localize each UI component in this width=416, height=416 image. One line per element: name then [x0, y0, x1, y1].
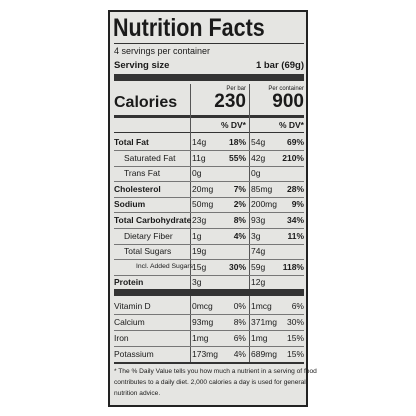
medium-rule [114, 362, 304, 364]
amount: 1mg [192, 333, 209, 343]
nutrient-name: Cholesterol [114, 183, 161, 194]
rule [114, 165, 304, 167]
rule [114, 196, 304, 198]
rule [114, 346, 304, 347]
amount: 0mcg [192, 301, 213, 311]
rule [114, 259, 304, 261]
title: Nutrition Facts [113, 14, 265, 42]
thick-rule [114, 289, 304, 296]
amount: 1mcg [251, 301, 272, 311]
nutrient-name: Protein [114, 277, 144, 288]
calories-value: 230 [214, 91, 246, 112]
amount: 93g [251, 215, 266, 225]
daily-value: 30% [228, 261, 246, 272]
amount: 20mg [192, 183, 214, 194]
serving-size-label: Serving size [114, 60, 170, 71]
amount: 85mg [251, 183, 273, 194]
dv-header: % DV* [220, 120, 246, 130]
nutrient-name: Total Sugars [124, 246, 172, 257]
calories-label: Calories [114, 94, 178, 111]
daily-value: 0% [233, 301, 246, 311]
nutrient-name: Total Fat [114, 137, 149, 147]
rule [114, 228, 304, 229]
column-header: Per bar [226, 86, 246, 92]
amount: 50mg [192, 199, 214, 210]
amount: 23g [192, 215, 207, 225]
amount: 11g [192, 152, 206, 163]
daily-value: 4% [233, 230, 246, 241]
daily-value: 6% [291, 301, 304, 311]
amount: 54g [251, 137, 266, 147]
daily-value: 15% [286, 349, 304, 359]
amount: 0g [251, 168, 261, 179]
rule [114, 330, 304, 331]
daily-value: 8% [233, 317, 246, 327]
amount: 1mg [251, 333, 268, 343]
daily-value: 28% [286, 183, 304, 194]
amount: 59g [251, 261, 266, 272]
daily-value: 7% [233, 183, 246, 194]
amount: 689mg [251, 349, 277, 359]
column-divider [190, 84, 191, 362]
amount: 15g [192, 261, 207, 272]
nutrient-name: Trans Fat [124, 168, 161, 179]
rule [114, 243, 304, 245]
rule [114, 150, 304, 151]
amount: 19g [192, 246, 207, 257]
daily-value: 34% [286, 215, 304, 225]
daily-value: 210% [282, 152, 304, 163]
nutrient-name: Calcium [114, 317, 145, 327]
daily-value: 69% [286, 137, 304, 147]
nutrient-name: Vitamin D [114, 301, 151, 311]
calories-value: 900 [272, 91, 304, 112]
rule [114, 181, 304, 183]
amount: 74g [251, 246, 266, 257]
nutrient-name: Potassium [114, 349, 154, 359]
nutrient-name: Iron [114, 333, 129, 343]
nutrient-name: Sodium [114, 199, 146, 210]
serving-size-value: 1 bar (69g) [255, 60, 304, 71]
medium-rule [114, 115, 304, 118]
daily-value: 11% [287, 230, 304, 241]
amount: 173mg [192, 349, 218, 359]
daily-value: 118% [282, 261, 304, 272]
servings: 4 servings per container [114, 46, 211, 56]
daily-value: 6% [233, 333, 246, 343]
thick-rule [114, 74, 304, 81]
amount: 3g [192, 277, 202, 288]
nutrient-name: Saturated Fat [124, 152, 176, 163]
amount: 200mg [251, 199, 277, 210]
amount: 3g [251, 230, 261, 241]
column-header: Per container [268, 86, 304, 92]
footnote: contributes to a daily diet. 2,000 calor… [114, 379, 306, 386]
rule [114, 314, 304, 315]
column-divider [249, 84, 250, 362]
amount: 1g [192, 230, 202, 241]
daily-value: 9% [291, 199, 304, 210]
daily-value: 15% [286, 333, 304, 343]
amount: 14g [192, 137, 207, 147]
daily-value: 18% [228, 137, 246, 147]
nutrient-name: Dietary Fiber [124, 230, 173, 241]
daily-value: 30% [286, 317, 304, 327]
nutrient-name: Incl. Added Sugars [136, 262, 194, 270]
rule [114, 132, 304, 133]
footnote: * The % Daily Value tells you how much a… [114, 368, 317, 375]
daily-value: 55% [228, 152, 246, 163]
amount: 371mg [251, 317, 277, 327]
rule [114, 43, 304, 44]
daily-value: 2% [233, 199, 246, 210]
amount: 42g [251, 152, 266, 163]
rule [114, 274, 304, 276]
daily-value: 4% [233, 349, 246, 359]
nutrient-name: Total Carbohydrate [114, 215, 192, 225]
rule [114, 212, 304, 214]
footnote: nutrition advice. [114, 390, 161, 397]
dv-header: % DV* [278, 120, 304, 130]
daily-value: 8% [233, 215, 246, 225]
amount: 0g [192, 168, 202, 179]
amount: 12g [251, 277, 266, 288]
amount: 93mg [192, 317, 214, 327]
